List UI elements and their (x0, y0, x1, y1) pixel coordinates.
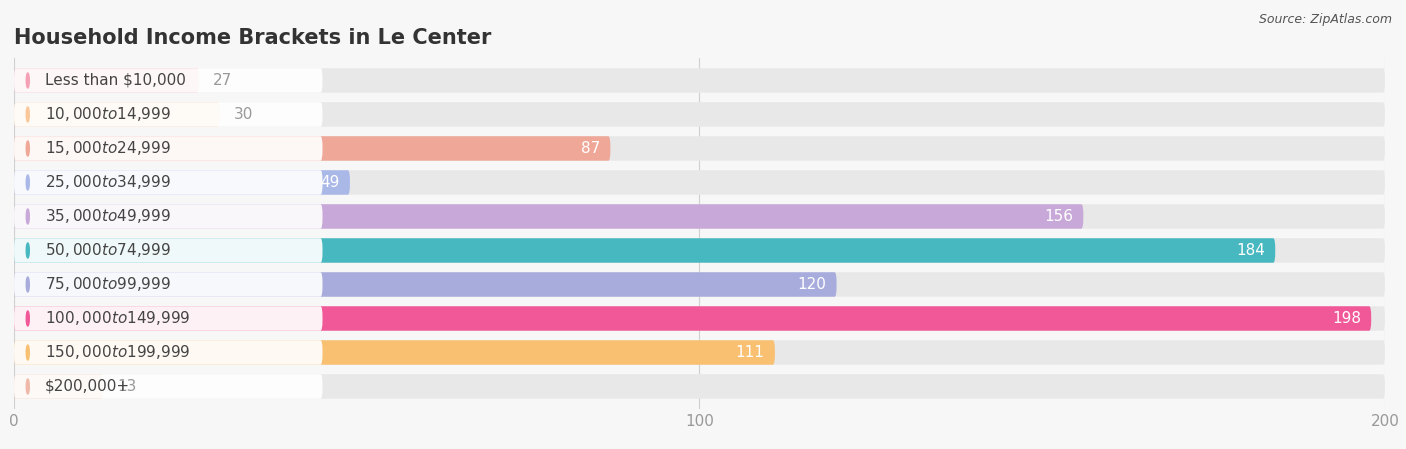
Text: $75,000 to $99,999: $75,000 to $99,999 (45, 276, 170, 294)
FancyBboxPatch shape (14, 204, 1084, 229)
Text: 184: 184 (1236, 243, 1265, 258)
Circle shape (27, 277, 30, 292)
Text: 49: 49 (321, 175, 340, 190)
FancyBboxPatch shape (14, 272, 1385, 297)
Text: 198: 198 (1331, 311, 1361, 326)
Text: Household Income Brackets in Le Center: Household Income Brackets in Le Center (14, 28, 492, 48)
FancyBboxPatch shape (14, 102, 1385, 127)
FancyBboxPatch shape (14, 204, 322, 229)
FancyBboxPatch shape (14, 170, 1385, 195)
FancyBboxPatch shape (14, 68, 322, 92)
Text: 120: 120 (797, 277, 827, 292)
FancyBboxPatch shape (14, 306, 322, 331)
FancyBboxPatch shape (14, 204, 1385, 229)
FancyBboxPatch shape (14, 136, 610, 161)
FancyBboxPatch shape (14, 68, 200, 92)
FancyBboxPatch shape (14, 306, 1371, 331)
FancyBboxPatch shape (14, 170, 350, 195)
Text: Less than $10,000: Less than $10,000 (45, 73, 186, 88)
FancyBboxPatch shape (14, 170, 322, 195)
FancyBboxPatch shape (14, 272, 322, 297)
Text: 27: 27 (212, 73, 232, 88)
Circle shape (27, 345, 30, 360)
Text: $200,000+: $200,000+ (45, 379, 129, 394)
Circle shape (27, 107, 30, 122)
Circle shape (27, 73, 30, 88)
Text: 156: 156 (1045, 209, 1073, 224)
FancyBboxPatch shape (14, 340, 1385, 365)
Text: $15,000 to $24,999: $15,000 to $24,999 (45, 140, 170, 158)
Circle shape (27, 209, 30, 224)
Text: 30: 30 (233, 107, 253, 122)
FancyBboxPatch shape (14, 238, 322, 263)
FancyBboxPatch shape (14, 102, 219, 127)
FancyBboxPatch shape (14, 102, 322, 127)
Text: $35,000 to $49,999: $35,000 to $49,999 (45, 207, 170, 225)
Circle shape (27, 379, 30, 394)
FancyBboxPatch shape (14, 374, 1385, 399)
FancyBboxPatch shape (14, 306, 1385, 331)
Circle shape (27, 311, 30, 326)
FancyBboxPatch shape (14, 340, 322, 365)
Text: 111: 111 (735, 345, 765, 360)
FancyBboxPatch shape (14, 136, 1385, 161)
FancyBboxPatch shape (14, 374, 103, 399)
Text: $25,000 to $34,999: $25,000 to $34,999 (45, 173, 170, 191)
Text: $10,000 to $14,999: $10,000 to $14,999 (45, 106, 170, 123)
Circle shape (27, 243, 30, 258)
FancyBboxPatch shape (14, 136, 322, 161)
FancyBboxPatch shape (14, 272, 837, 297)
FancyBboxPatch shape (14, 68, 1385, 92)
Text: 87: 87 (581, 141, 600, 156)
Text: Source: ZipAtlas.com: Source: ZipAtlas.com (1258, 13, 1392, 26)
Circle shape (27, 175, 30, 190)
FancyBboxPatch shape (14, 340, 775, 365)
FancyBboxPatch shape (14, 238, 1275, 263)
FancyBboxPatch shape (14, 238, 1385, 263)
Text: 13: 13 (117, 379, 136, 394)
Text: $150,000 to $199,999: $150,000 to $199,999 (45, 343, 190, 361)
Text: $100,000 to $149,999: $100,000 to $149,999 (45, 309, 190, 327)
Circle shape (27, 141, 30, 156)
FancyBboxPatch shape (14, 374, 322, 399)
Text: $50,000 to $74,999: $50,000 to $74,999 (45, 242, 170, 260)
